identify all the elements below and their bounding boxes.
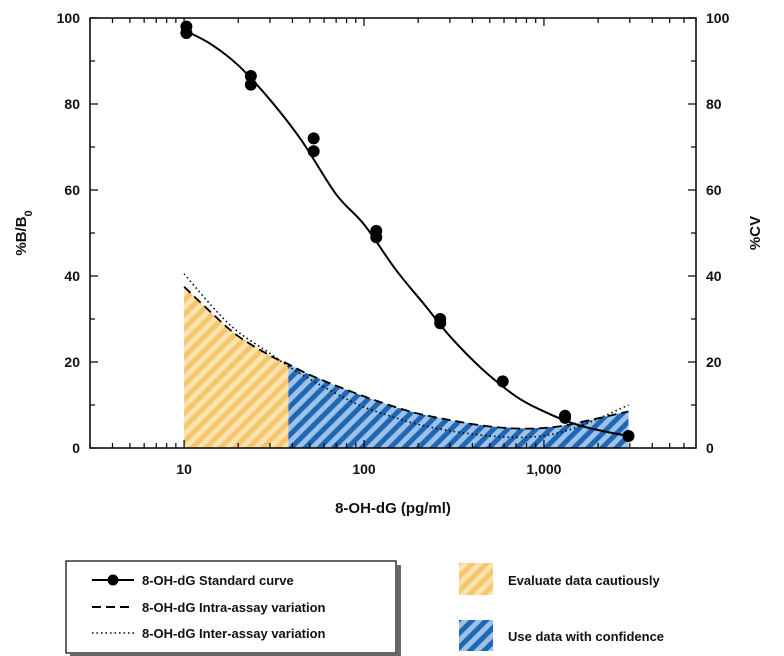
- axis-tick-labels: 10 100 1,000 0 0 20 20 40 40 60 60 80 80 100 100: [57, 10, 730, 477]
- legend-label-standard-curve: 8-OH-dG Standard curve: [142, 573, 294, 588]
- data-point-standard-curve: [180, 27, 193, 40]
- legend-label-inter-assay: 8-OH-dG Inter-assay variation: [142, 626, 326, 641]
- y-tick-label: 60: [64, 182, 80, 198]
- region-legend: Evaluate data cautiously Use data with c…: [459, 563, 664, 651]
- y2-tick-label: 100: [706, 10, 730, 26]
- legend-shadow-right: [396, 565, 401, 655]
- y2-tick-label: 20: [706, 354, 722, 370]
- axis-ticks: [89, 17, 697, 449]
- line-legend: 8-OH-dG Standard curve 8-OH-dG Intra-ass…: [65, 560, 401, 656]
- legend-swatch-caution: [459, 563, 493, 595]
- region-evaluate-cautiously: [184, 286, 289, 448]
- series-line-inter-assay: [183, 273, 629, 439]
- legend-shadow-bottom: [70, 653, 401, 656]
- x-tick-label: 10: [176, 461, 192, 477]
- y-axis-label-subscript: 0: [23, 210, 35, 216]
- data-point-standard-curve: [307, 145, 320, 158]
- legend-label-caution: Evaluate data cautiously: [508, 573, 660, 588]
- y-tick-label: 80: [64, 96, 80, 112]
- legend-marker-standard-curve: [107, 574, 119, 586]
- data-point-standard-curve: [370, 231, 383, 244]
- x-axis-label: 8-OH-dG (pg/ml): [335, 500, 451, 517]
- data-point-standard-curve: [496, 375, 509, 388]
- y2-tick-label: 40: [706, 268, 722, 284]
- plot-frame: [89, 17, 697, 449]
- x-tick-label: 100: [352, 461, 376, 477]
- y-tick-label: 100: [57, 10, 81, 26]
- x-tick-label: 1,000: [526, 461, 561, 477]
- series-line-intra-assay: [183, 286, 629, 430]
- data-point-standard-curve: [244, 70, 257, 83]
- y2-axis-label: %CV: [747, 216, 764, 250]
- series-markers: [180, 20, 635, 442]
- region-use-with-confidence: [288, 364, 629, 448]
- data-point-standard-curve: [244, 78, 257, 91]
- shaded-regions: [184, 286, 629, 448]
- y-axis-label: %B/B0: [13, 210, 35, 255]
- y2-tick-label: 0: [706, 440, 714, 456]
- data-point-standard-curve: [307, 132, 320, 145]
- data-point-standard-curve: [622, 429, 635, 442]
- y-tick-label: 20: [64, 354, 80, 370]
- legend-label-intra-assay: 8-OH-dG Intra-assay variation: [142, 600, 326, 615]
- legend-swatch-confidence: [459, 620, 493, 651]
- legend-label-confidence: Use data with confidence: [508, 629, 664, 644]
- y-tick-label: 40: [64, 268, 80, 284]
- y2-tick-label: 60: [706, 182, 722, 198]
- y-axis-label-main: %B/B: [13, 216, 30, 255]
- data-point-standard-curve: [434, 317, 447, 330]
- y-tick-label: 0: [72, 440, 80, 456]
- data-point-standard-curve: [559, 411, 572, 424]
- y2-tick-label: 80: [706, 96, 722, 112]
